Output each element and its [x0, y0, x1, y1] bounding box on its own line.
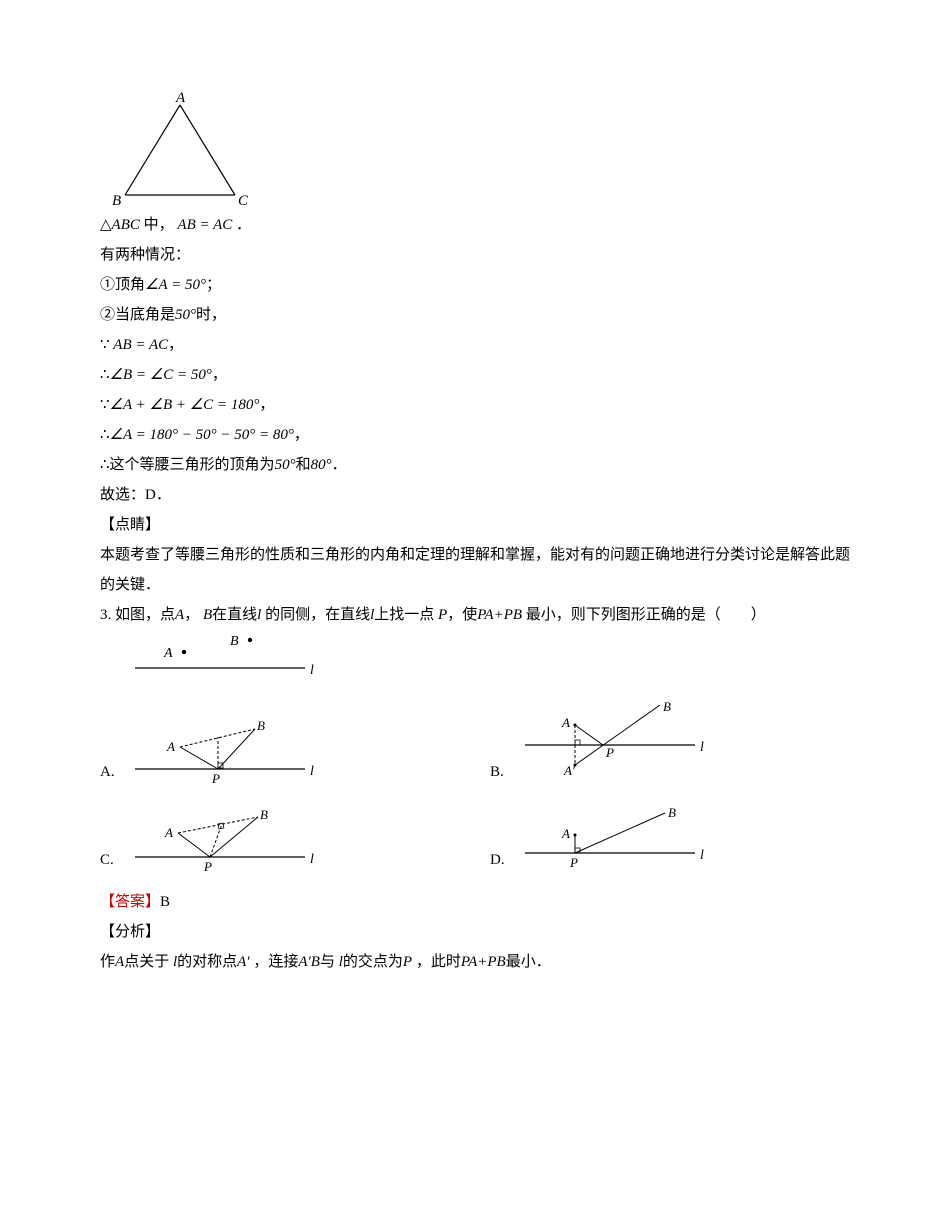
svg-text:l: l: [700, 848, 704, 863]
svg-text:B: B: [257, 718, 265, 733]
line-8: ∴∠A = 180° − 50° − 50° = 80°，: [100, 420, 850, 450]
svg-text:A′: A′: [563, 763, 575, 778]
svg-text:A: A: [561, 826, 570, 841]
vertex-a: A: [175, 90, 186, 106]
fenxi-text: 作A点关于 l的对称点A′ ，连接A′B与 l的交点为P ，此时PA+PB最小．: [100, 947, 850, 977]
line-6: ∴∠B = ∠C = 50°，: [100, 360, 850, 390]
line-3: ①顶角∠A = 50°；: [100, 270, 850, 300]
svg-text:A: A: [164, 825, 173, 840]
svg-text:B: B: [668, 805, 676, 820]
line-4: ②当底角是50°时，: [100, 300, 850, 330]
line-7: ∵∠A + ∠B + ∠C = 180°，: [100, 390, 850, 420]
vertex-c: C: [238, 193, 249, 209]
svg-text:A: A: [166, 739, 175, 754]
line-1: △ABC 中， AB = AC ．: [100, 210, 850, 240]
vertex-b: B: [112, 193, 121, 209]
svg-text:A: A: [561, 715, 570, 730]
svg-text:l: l: [700, 740, 704, 755]
option-b: B. l A A′ B P: [490, 697, 720, 787]
svg-text:A: A: [163, 646, 173, 661]
svg-text:l: l: [310, 663, 314, 678]
svg-text:P: P: [569, 855, 578, 870]
svg-text:B: B: [663, 699, 671, 714]
svg-text:P: P: [203, 859, 212, 874]
question-3-stem: 3. 如图，点A， B在直线l 的同侧，在直线l上找一点 P，使PA+PB 最小…: [100, 600, 850, 630]
option-a: A. l A B P: [100, 697, 330, 787]
line-5: ∵ AB = AC，: [100, 330, 850, 360]
triangle-figure: A B C: [100, 90, 850, 210]
line-11: 【点睛】: [100, 510, 850, 540]
svg-text:B: B: [260, 807, 268, 822]
line-9: ∴这个等腰三角形的顶角为50°和80°．: [100, 450, 850, 480]
svg-text:P: P: [605, 745, 614, 760]
line-12: 本题考查了等腰三角形的性质和三角形的内角和定理的理解和掌握，能对有的问题正确地进…: [100, 540, 850, 600]
line-2: 有两种情况：: [100, 240, 850, 270]
main-figure: A B l: [130, 630, 850, 685]
svg-text:l: l: [310, 852, 314, 867]
option-d: D. l A B P: [490, 805, 720, 875]
line-10: 故选：D．: [100, 480, 850, 510]
svg-text:l: l: [310, 764, 314, 779]
svg-text:P: P: [211, 771, 220, 786]
fenxi-label: 【分析】: [100, 917, 850, 947]
answer-line: 【答案】B: [100, 887, 850, 917]
svg-text:B: B: [230, 634, 239, 649]
option-c: C. l A B P: [100, 805, 330, 875]
